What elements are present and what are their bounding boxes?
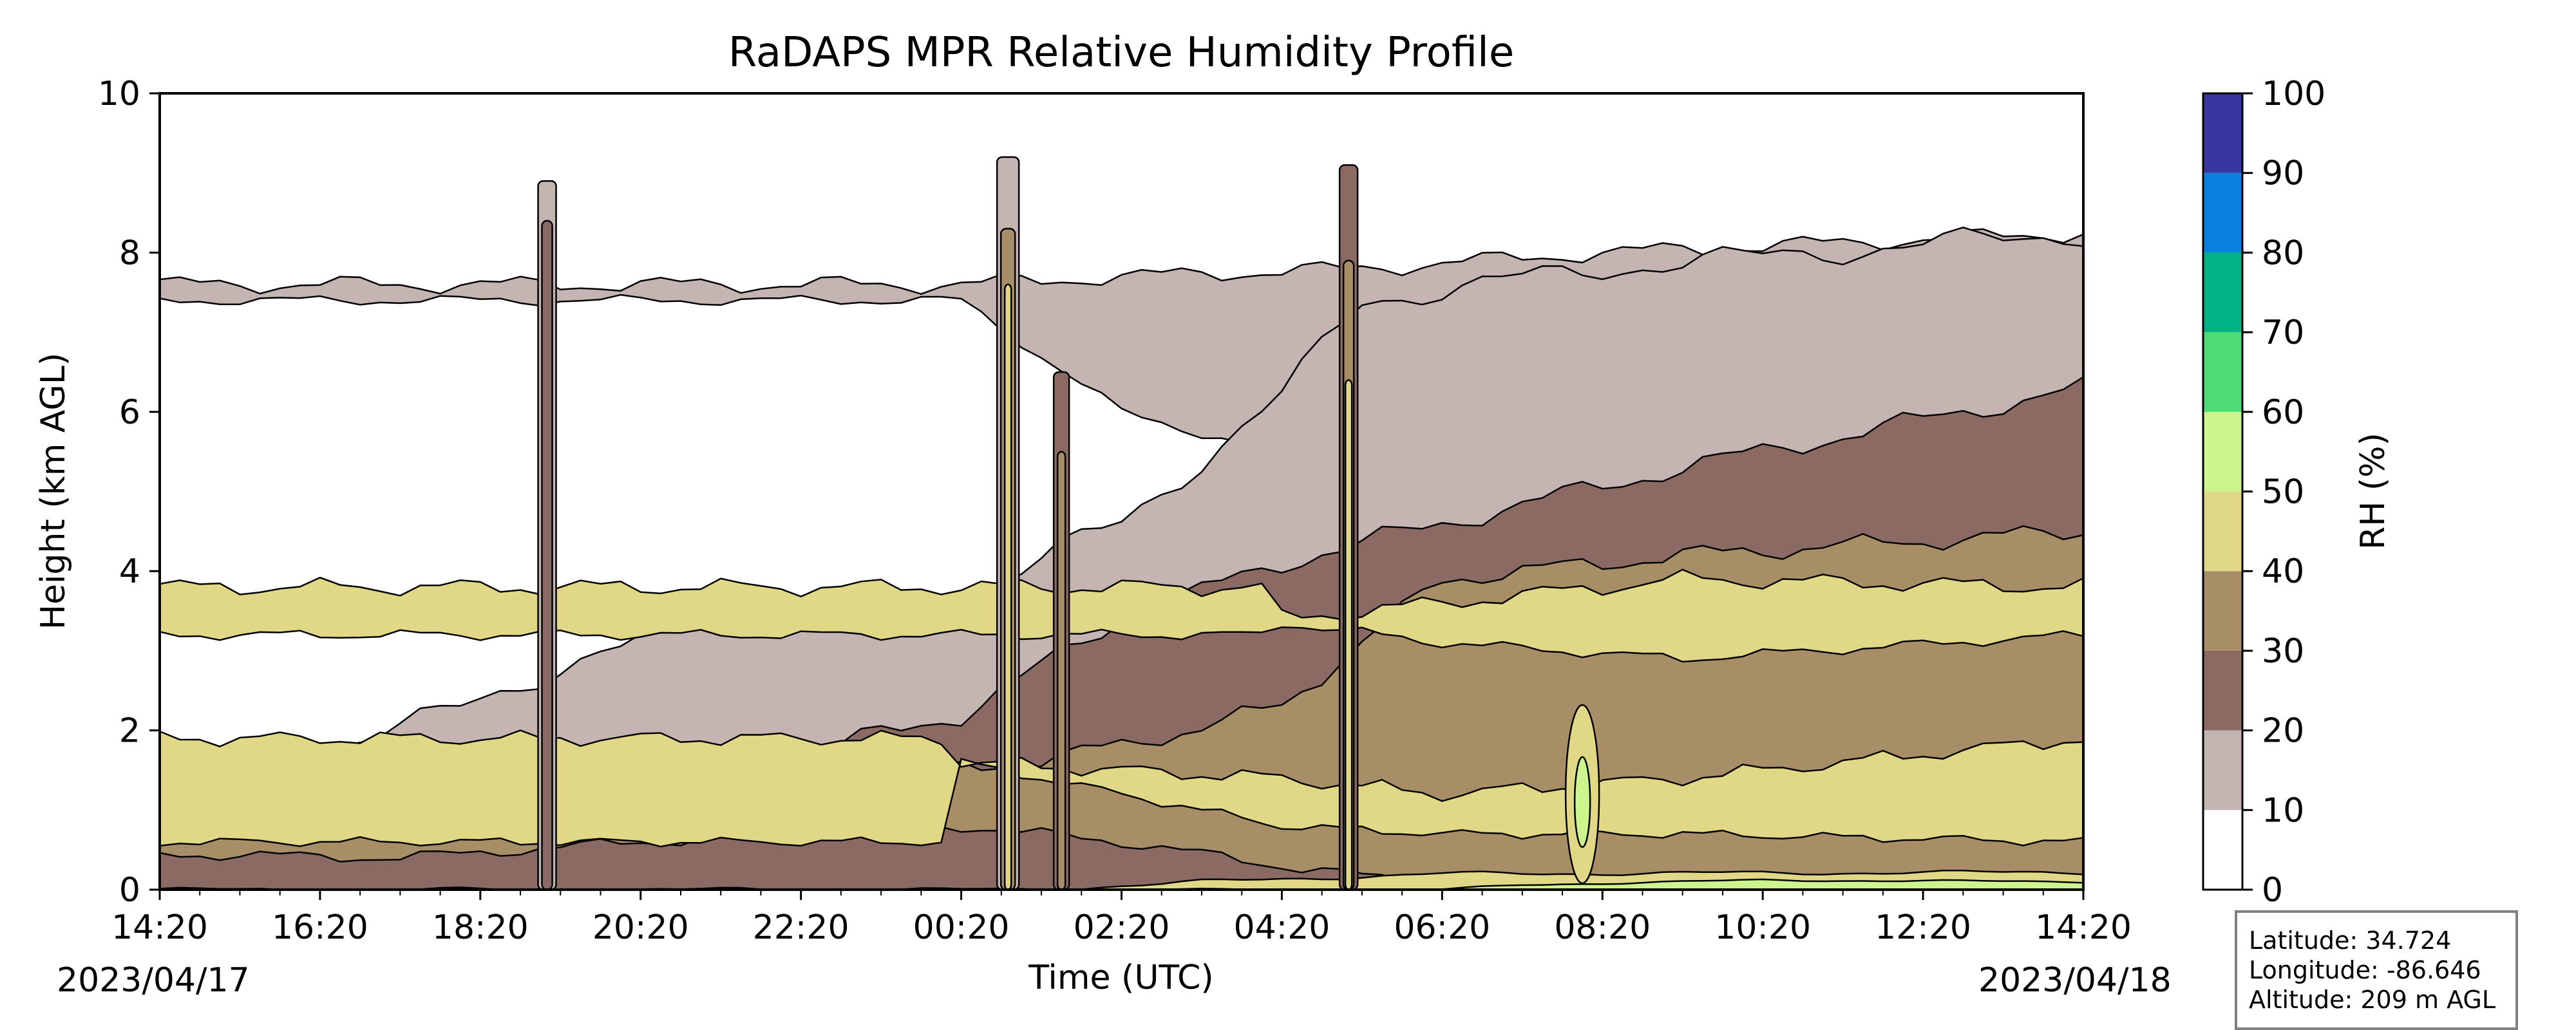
x-axis-label: Time (UTC) (1028, 959, 1213, 997)
colorbar-segment (2203, 332, 2242, 412)
column-0055-inner (1003, 283, 1012, 890)
colorbar-segment (2203, 411, 2242, 492)
colorbar-segment (2203, 173, 2242, 253)
longitude-text: Longitude: -86.646 (2249, 956, 2481, 984)
x-tick-label: 00:20 (913, 908, 1010, 947)
end-date-label: 2023/04/18 (1978, 961, 2172, 1000)
colorbar-tick-label: 0 (2262, 871, 2283, 910)
y-axis: 0 2 4 6 8 10 (98, 75, 160, 910)
colorbar-tick-label: 80 (2262, 234, 2304, 272)
colorbar-segment (2203, 730, 2242, 810)
colorbar-segment (2203, 491, 2242, 572)
colorbar-label: RH (%) (2354, 433, 2392, 550)
colorbar-segment (2203, 252, 2242, 333)
x-tick-label: 08:20 (1554, 908, 1651, 947)
y-tick-label: 6 (119, 393, 140, 432)
colorbar-tick-label: 90 (2262, 154, 2304, 193)
x-tick-label: 14:20 (2035, 908, 2132, 947)
station-info-box: Latitude: 34.724 Longitude: -86.646 Alti… (2235, 910, 2518, 1030)
start-date-label: 2023/04/17 (57, 961, 250, 1000)
y-tick-label: 8 (119, 234, 140, 272)
colorbar-tick-label: 70 (2262, 314, 2304, 352)
rh-40-lower-layer (160, 729, 2083, 848)
x-tick-label: 20:20 (592, 908, 689, 947)
rh-50-surface-layer (160, 878, 2083, 890)
colorbar-tick-label: 60 (2262, 393, 2304, 432)
x-tick-label: 16:20 (272, 908, 368, 947)
colorbar-tick-label: 30 (2262, 632, 2304, 671)
colorbar-segment (2203, 650, 2242, 731)
y-axis-label: Height (km AGL) (34, 353, 73, 630)
colorbar-tick-label: 10 (2262, 791, 2304, 830)
column-0135-core (1056, 451, 1066, 890)
colorbar-segment (2203, 93, 2242, 173)
latitude-text: Latitude: 34.724 (2249, 926, 2452, 955)
colorbar-segment (2203, 810, 2242, 890)
colorbar-tick-label: 100 (2262, 75, 2325, 113)
colorbar-tick-label: 20 (2262, 712, 2304, 751)
x-tick-label: 10:20 (1714, 908, 1811, 947)
column-0805-core (1573, 756, 1591, 848)
x-tick-label: 06:20 (1394, 908, 1490, 947)
colorbar-segment (2203, 571, 2242, 651)
x-tick-label: 02:20 (1074, 908, 1170, 947)
colorbar-tick-label: 40 (2262, 552, 2304, 591)
column-0510-inner (1344, 379, 1353, 890)
x-tick-label: 04:20 (1233, 908, 1330, 947)
x-axis: 14:20 16:20 18:20 20:20 22:20 00:20 02:20 04:20… (111, 890, 2132, 947)
colorbar: 0 10 20 30 40 50 60 70 80 90 100 (2202, 75, 2325, 910)
y-tick-label: 4 (119, 552, 140, 591)
x-tick-label: 14:20 (111, 908, 208, 947)
x-tick-label: 12:20 (1875, 908, 1971, 947)
plot-area (160, 93, 2083, 890)
x-tick-label: 18:20 (432, 908, 529, 947)
chart-title: RaDAPS MPR Relative Humidity Profile (728, 29, 1514, 77)
altitude-text: Altitude: 209 m AGL (2249, 986, 2496, 1014)
y-tick-label: 10 (98, 75, 140, 113)
x-tick-label: 22:20 (753, 908, 849, 947)
column-1910-core (541, 220, 553, 890)
y-tick-label: 2 (119, 712, 140, 751)
colorbar-tick-label: 50 (2262, 473, 2304, 512)
y-tick-label: 0 (119, 871, 140, 910)
rh-40-upper-layer (160, 568, 2083, 663)
